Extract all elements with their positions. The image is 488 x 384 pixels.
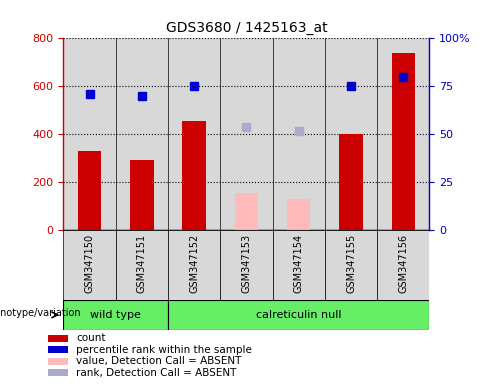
- Text: GSM347152: GSM347152: [189, 234, 199, 293]
- Bar: [287, 199, 310, 230]
- Bar: [168, 38, 220, 230]
- Bar: [48, 358, 67, 364]
- Text: percentile rank within the sample: percentile rank within the sample: [76, 344, 252, 354]
- Bar: [235, 193, 258, 230]
- Bar: [220, 230, 273, 300]
- Bar: [325, 230, 377, 300]
- Text: calreticulin null: calreticulin null: [256, 310, 342, 320]
- Bar: [78, 151, 102, 230]
- Bar: [183, 121, 206, 230]
- Bar: [339, 134, 363, 230]
- Title: GDS3680 / 1425163_at: GDS3680 / 1425163_at: [165, 21, 327, 35]
- Bar: [391, 53, 415, 230]
- Bar: [63, 230, 116, 300]
- Text: GSM347151: GSM347151: [137, 234, 147, 293]
- Bar: [116, 230, 168, 300]
- Bar: [325, 38, 377, 230]
- Text: GSM347154: GSM347154: [294, 234, 304, 293]
- Bar: [130, 160, 154, 230]
- Bar: [48, 369, 67, 376]
- Text: GSM347156: GSM347156: [398, 234, 408, 293]
- Text: GSM347150: GSM347150: [84, 234, 95, 293]
- Text: GSM347155: GSM347155: [346, 234, 356, 293]
- Bar: [168, 230, 220, 300]
- Bar: [63, 300, 168, 330]
- Bar: [48, 334, 67, 342]
- Text: count: count: [76, 333, 106, 343]
- Bar: [273, 38, 325, 230]
- Bar: [63, 38, 116, 230]
- Bar: [377, 230, 429, 300]
- Text: value, Detection Call = ABSENT: value, Detection Call = ABSENT: [76, 356, 242, 366]
- Text: genotype/variation: genotype/variation: [0, 308, 81, 318]
- Text: GSM347153: GSM347153: [242, 234, 251, 293]
- Text: rank, Detection Call = ABSENT: rank, Detection Call = ABSENT: [76, 367, 237, 377]
- Bar: [377, 38, 429, 230]
- Bar: [273, 230, 325, 300]
- Text: wild type: wild type: [90, 310, 141, 320]
- Bar: [168, 300, 429, 330]
- Bar: [220, 38, 273, 230]
- Bar: [116, 38, 168, 230]
- Bar: [48, 346, 67, 353]
